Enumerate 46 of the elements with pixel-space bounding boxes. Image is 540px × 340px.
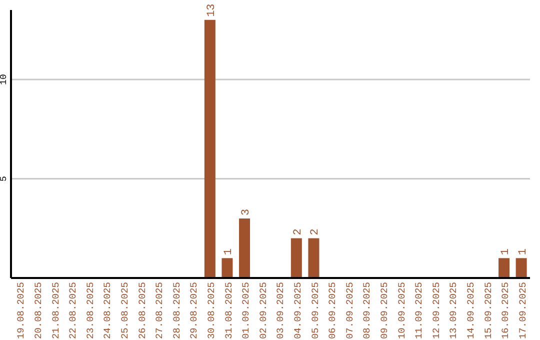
x-tick-label: 30.08.2025 <box>206 282 217 340</box>
x-tick-label: 14.09.2025 <box>465 282 476 340</box>
x-tick-label: 10.09.2025 <box>396 282 408 340</box>
x-tick-label: 11.09.2025 <box>414 282 425 340</box>
x-tick-label: 24.08.2025 <box>102 282 114 340</box>
bar <box>498 258 510 278</box>
y-tick-label: 5 <box>0 176 9 182</box>
data-label: 2 <box>292 228 304 236</box>
x-tick-label: 26.08.2025 <box>136 282 148 340</box>
x-tick-label: 04.09.2025 <box>292 282 304 340</box>
x-tick-label: 01.09.2025 <box>240 282 252 340</box>
data-label: 1 <box>517 248 530 256</box>
bar <box>239 218 250 278</box>
data-label: 3 <box>240 208 253 216</box>
data-label: 13 <box>206 4 218 17</box>
x-tick-label: 27.08.2025 <box>154 282 166 340</box>
x-tick-label: 16.09.2025 <box>500 282 512 340</box>
data-label: 1 <box>223 248 236 256</box>
x-tick-label: 31.08.2025 <box>223 282 234 340</box>
x-tick-label: 22.08.2025 <box>68 282 79 340</box>
x-tick-label: 12.09.2025 <box>430 282 442 340</box>
x-tick-label: 29.08.2025 <box>188 282 200 340</box>
x-tick-label: 15.09.2025 <box>482 282 494 340</box>
x-tick-label: 25.08.2025 <box>119 282 130 340</box>
x-tick-label: 13.09.2025 <box>448 282 460 340</box>
x-tick-label: 02.09.2025 <box>258 282 269 340</box>
x-tick-label: 17.09.2025 <box>517 282 528 340</box>
x-tick-label: 21.08.2025 <box>50 282 62 340</box>
bar <box>308 238 320 278</box>
bar <box>290 238 302 278</box>
bar <box>204 20 216 278</box>
bar <box>516 258 527 278</box>
x-tick-label: 03.09.2025 <box>275 282 286 340</box>
data-label: 2 <box>310 228 322 236</box>
x-tick-label: 06.09.2025 <box>327 282 338 340</box>
x-tick-label: 08.09.2025 <box>362 282 373 340</box>
x-tick-label: 23.08.2025 <box>84 282 96 340</box>
data-label: 1 <box>500 248 512 256</box>
x-tick-label: 09.09.2025 <box>378 282 390 340</box>
y-tick-label: 10 <box>0 74 9 85</box>
x-tick-label: 19.08.2025 <box>16 282 27 340</box>
bar <box>222 258 233 278</box>
x-tick-label: 20.08.2025 <box>32 282 44 340</box>
x-tick-label: 28.08.2025 <box>171 282 182 340</box>
x-tick-label: 07.09.2025 <box>344 282 356 340</box>
x-tick-label: 05.09.2025 <box>310 282 321 340</box>
